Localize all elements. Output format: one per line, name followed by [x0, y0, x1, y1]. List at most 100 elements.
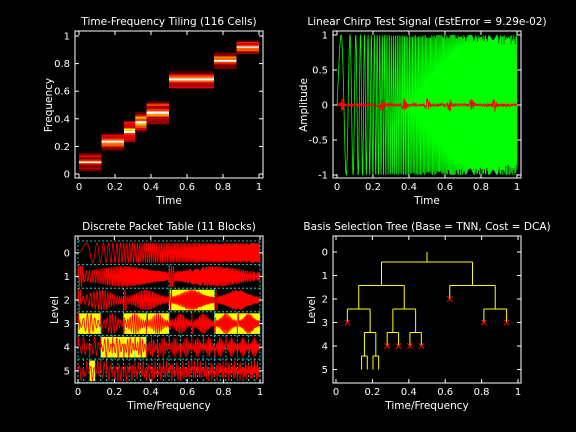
tiling-cell	[79, 161, 102, 164]
leaf-marker	[480, 319, 487, 326]
tiling-ytick-label: 0	[64, 170, 70, 181]
chirp-xlabel: Time	[413, 195, 440, 207]
tiling-cell	[135, 128, 147, 131]
packet-trace	[77, 359, 261, 383]
tiling-xtick-label: 0.2	[107, 182, 123, 193]
packet-table-ytick-label: 4	[64, 343, 70, 354]
tiling-xtick-label: 0	[76, 182, 82, 193]
tiling-cell	[135, 114, 147, 117]
packet-table-title: Discrete Packet Table (11 Blocks)	[82, 221, 256, 233]
tiling-xtick-label: 0.8	[215, 182, 231, 193]
tiling-cell	[169, 82, 214, 85]
selected-block	[89, 360, 96, 382]
tiling-cell	[101, 134, 124, 137]
tiling-cell	[169, 74, 214, 77]
tiling-cell	[236, 46, 259, 48]
basis-tree-ytick-label: 4	[322, 342, 328, 353]
basis-tree-xtick-label: 0.8	[474, 387, 490, 398]
basis-tree-xlabel: Time/Frequency	[384, 400, 468, 412]
packet-table-xtick-label: 0.8	[216, 387, 232, 398]
packet-table-xtick-label: 0.4	[143, 387, 159, 398]
basis-tree-xtick-label: 0.2	[364, 387, 380, 398]
tiling-cell	[236, 50, 259, 53]
basis-tree-ytick-label: 0	[322, 248, 328, 259]
packet-table-ytick-label: 5	[64, 366, 70, 377]
chirp-ytick-label: 1	[322, 31, 328, 42]
basis-tree-xtick-label: 0	[333, 387, 339, 398]
tiling-cell	[79, 155, 102, 158]
tiling-cell	[101, 140, 124, 143]
packet-trace	[77, 265, 261, 288]
tiling-cell	[124, 133, 136, 136]
tiling-cell	[124, 128, 136, 131]
basis-tree-title: Basis Selection Tree (Base = TNN, Cost =…	[303, 221, 550, 233]
tiling-cell	[124, 137, 136, 140]
chirp-plot-area	[336, 33, 518, 177]
tiling-cell	[236, 49, 259, 51]
leaf-marker	[418, 343, 425, 349]
basis-tree-axes: 0 0.2 0.4 0.6 0.8 1 0 1 2 3 4 5	[322, 235, 522, 398]
tiling-cell	[146, 103, 169, 107]
chirp-ytick-label: -0.5	[308, 136, 328, 147]
chirp-ytick-label: 0.5	[312, 66, 328, 77]
tiling-cell	[236, 47, 259, 50]
basis-tree-ylabel: Level	[306, 296, 318, 324]
leaf-marker	[344, 319, 351, 326]
tiling-cell	[169, 70, 214, 73]
chirp-ytick-label: -1	[318, 171, 328, 182]
tiling-cell	[101, 146, 124, 149]
tiling-cell	[214, 63, 237, 66]
packet-table-ytick-label: 0	[64, 248, 70, 259]
error-series-line	[336, 98, 518, 112]
tiling-ytick-label: 0.6	[54, 87, 70, 98]
packet-table-xlabel: Time/Frequency	[126, 400, 210, 412]
packet-table-ytick-label: 3	[64, 319, 70, 330]
leaf-marker	[406, 343, 413, 349]
tiling-cell	[236, 44, 259, 47]
tiling-cell	[79, 169, 102, 172]
tiling-cell	[135, 123, 147, 126]
leaf-marker	[446, 296, 453, 302]
packet-table-ylabel: Level	[49, 296, 61, 324]
packet-table-xtick-label: 0.2	[106, 387, 122, 398]
tiling-cell	[79, 167, 102, 170]
leaf-marker	[503, 319, 510, 326]
tiling-cell	[169, 84, 214, 87]
tiling-xtick-label: 1	[256, 182, 262, 193]
tiling-cell	[135, 118, 147, 122]
tiling-cell	[236, 52, 259, 54]
tiling-cell	[124, 121, 136, 124]
tiling-cell	[79, 157, 102, 160]
selected-block	[123, 336, 135, 358]
packet-table-xtick-label: 0	[75, 387, 81, 398]
packet-table-xtick-label: 1	[257, 387, 263, 398]
basis-tree-ytick-label: 2	[322, 295, 328, 306]
chirp-title: Linear Chirp Test Signal (EstError = 9.2…	[307, 16, 546, 28]
basis-tree-panel: Basis Selection Tree (Base = TNN, Cost =…	[303, 221, 550, 412]
tiling-xtick-label: 0.6	[179, 182, 195, 193]
packet-table-axes: 0 0.2 0.4 0.6 0.8 1 0 1 2 3 4 5	[64, 235, 264, 398]
tiling-cell	[146, 106, 169, 109]
chirp-xtick-label: 0	[334, 182, 340, 193]
tiling-cell	[124, 135, 136, 138]
tiling-cell	[169, 72, 214, 75]
tiling-cell	[101, 132, 124, 135]
basis-tree-xtick-label: 0.6	[437, 387, 453, 398]
tiling-cell	[124, 126, 136, 129]
tiling-ylabel: Frequency	[43, 78, 55, 132]
tiling-cell	[79, 165, 102, 168]
tiling-plot-area	[79, 40, 259, 172]
tiling-cell	[146, 119, 169, 122]
tiling-cell	[146, 113, 169, 117]
tiling-cell	[135, 130, 147, 133]
basis-tree-ytick-label: 5	[322, 365, 328, 376]
tiling-cell	[101, 144, 124, 147]
tiling-cell	[101, 142, 124, 145]
leaf-marker	[395, 343, 402, 349]
chirp-series-line	[336, 33, 518, 177]
packet-table-xtick-label: 0.6	[179, 387, 195, 398]
tiling-cell	[214, 59, 237, 62]
chirp-axes: 0 0.2 0.4 0.6 0.8 1 -1 -0.5 0 0.5 1	[308, 30, 522, 193]
tiling-axes-frame	[74, 30, 264, 179]
